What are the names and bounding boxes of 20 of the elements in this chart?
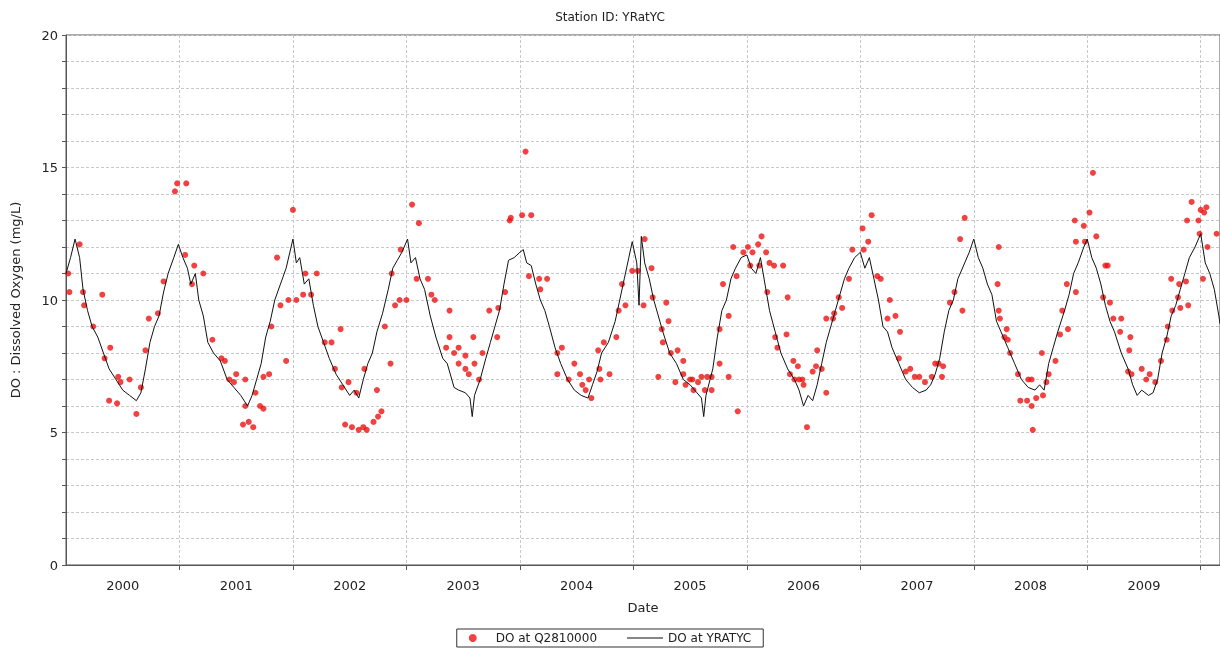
y-tick-label: 20 (41, 27, 58, 43)
x-tick-label: 2005 (673, 578, 707, 593)
legend-label: DO at YRATYC (668, 631, 752, 645)
x-tick-label: 2003 (446, 578, 480, 593)
y-tick-label: 0 (49, 557, 58, 573)
x-tick-label: 2000 (106, 578, 140, 593)
y-tick-label: 10 (41, 292, 58, 308)
chart-title: Station ID: YRatYC (555, 10, 665, 24)
legend-label: DO at Q2810000 (495, 631, 598, 645)
x-tick-label: 2002 (333, 578, 367, 593)
x-tick-label: 2009 (1127, 578, 1161, 593)
x-tick-label: 2006 (787, 578, 821, 593)
x-tick-label: 2008 (1013, 578, 1048, 593)
x-axis-title: Date (627, 600, 659, 615)
y-axis-title: DO : Dissolved Oxygen (mg/L) (8, 201, 23, 399)
y-tick-label: 15 (41, 160, 58, 175)
x-tick-label: 2001 (219, 578, 253, 593)
y-tick-label: 5 (49, 425, 58, 440)
x-tick-label: 2007 (900, 578, 934, 593)
x-tick-label: 2004 (560, 578, 594, 593)
